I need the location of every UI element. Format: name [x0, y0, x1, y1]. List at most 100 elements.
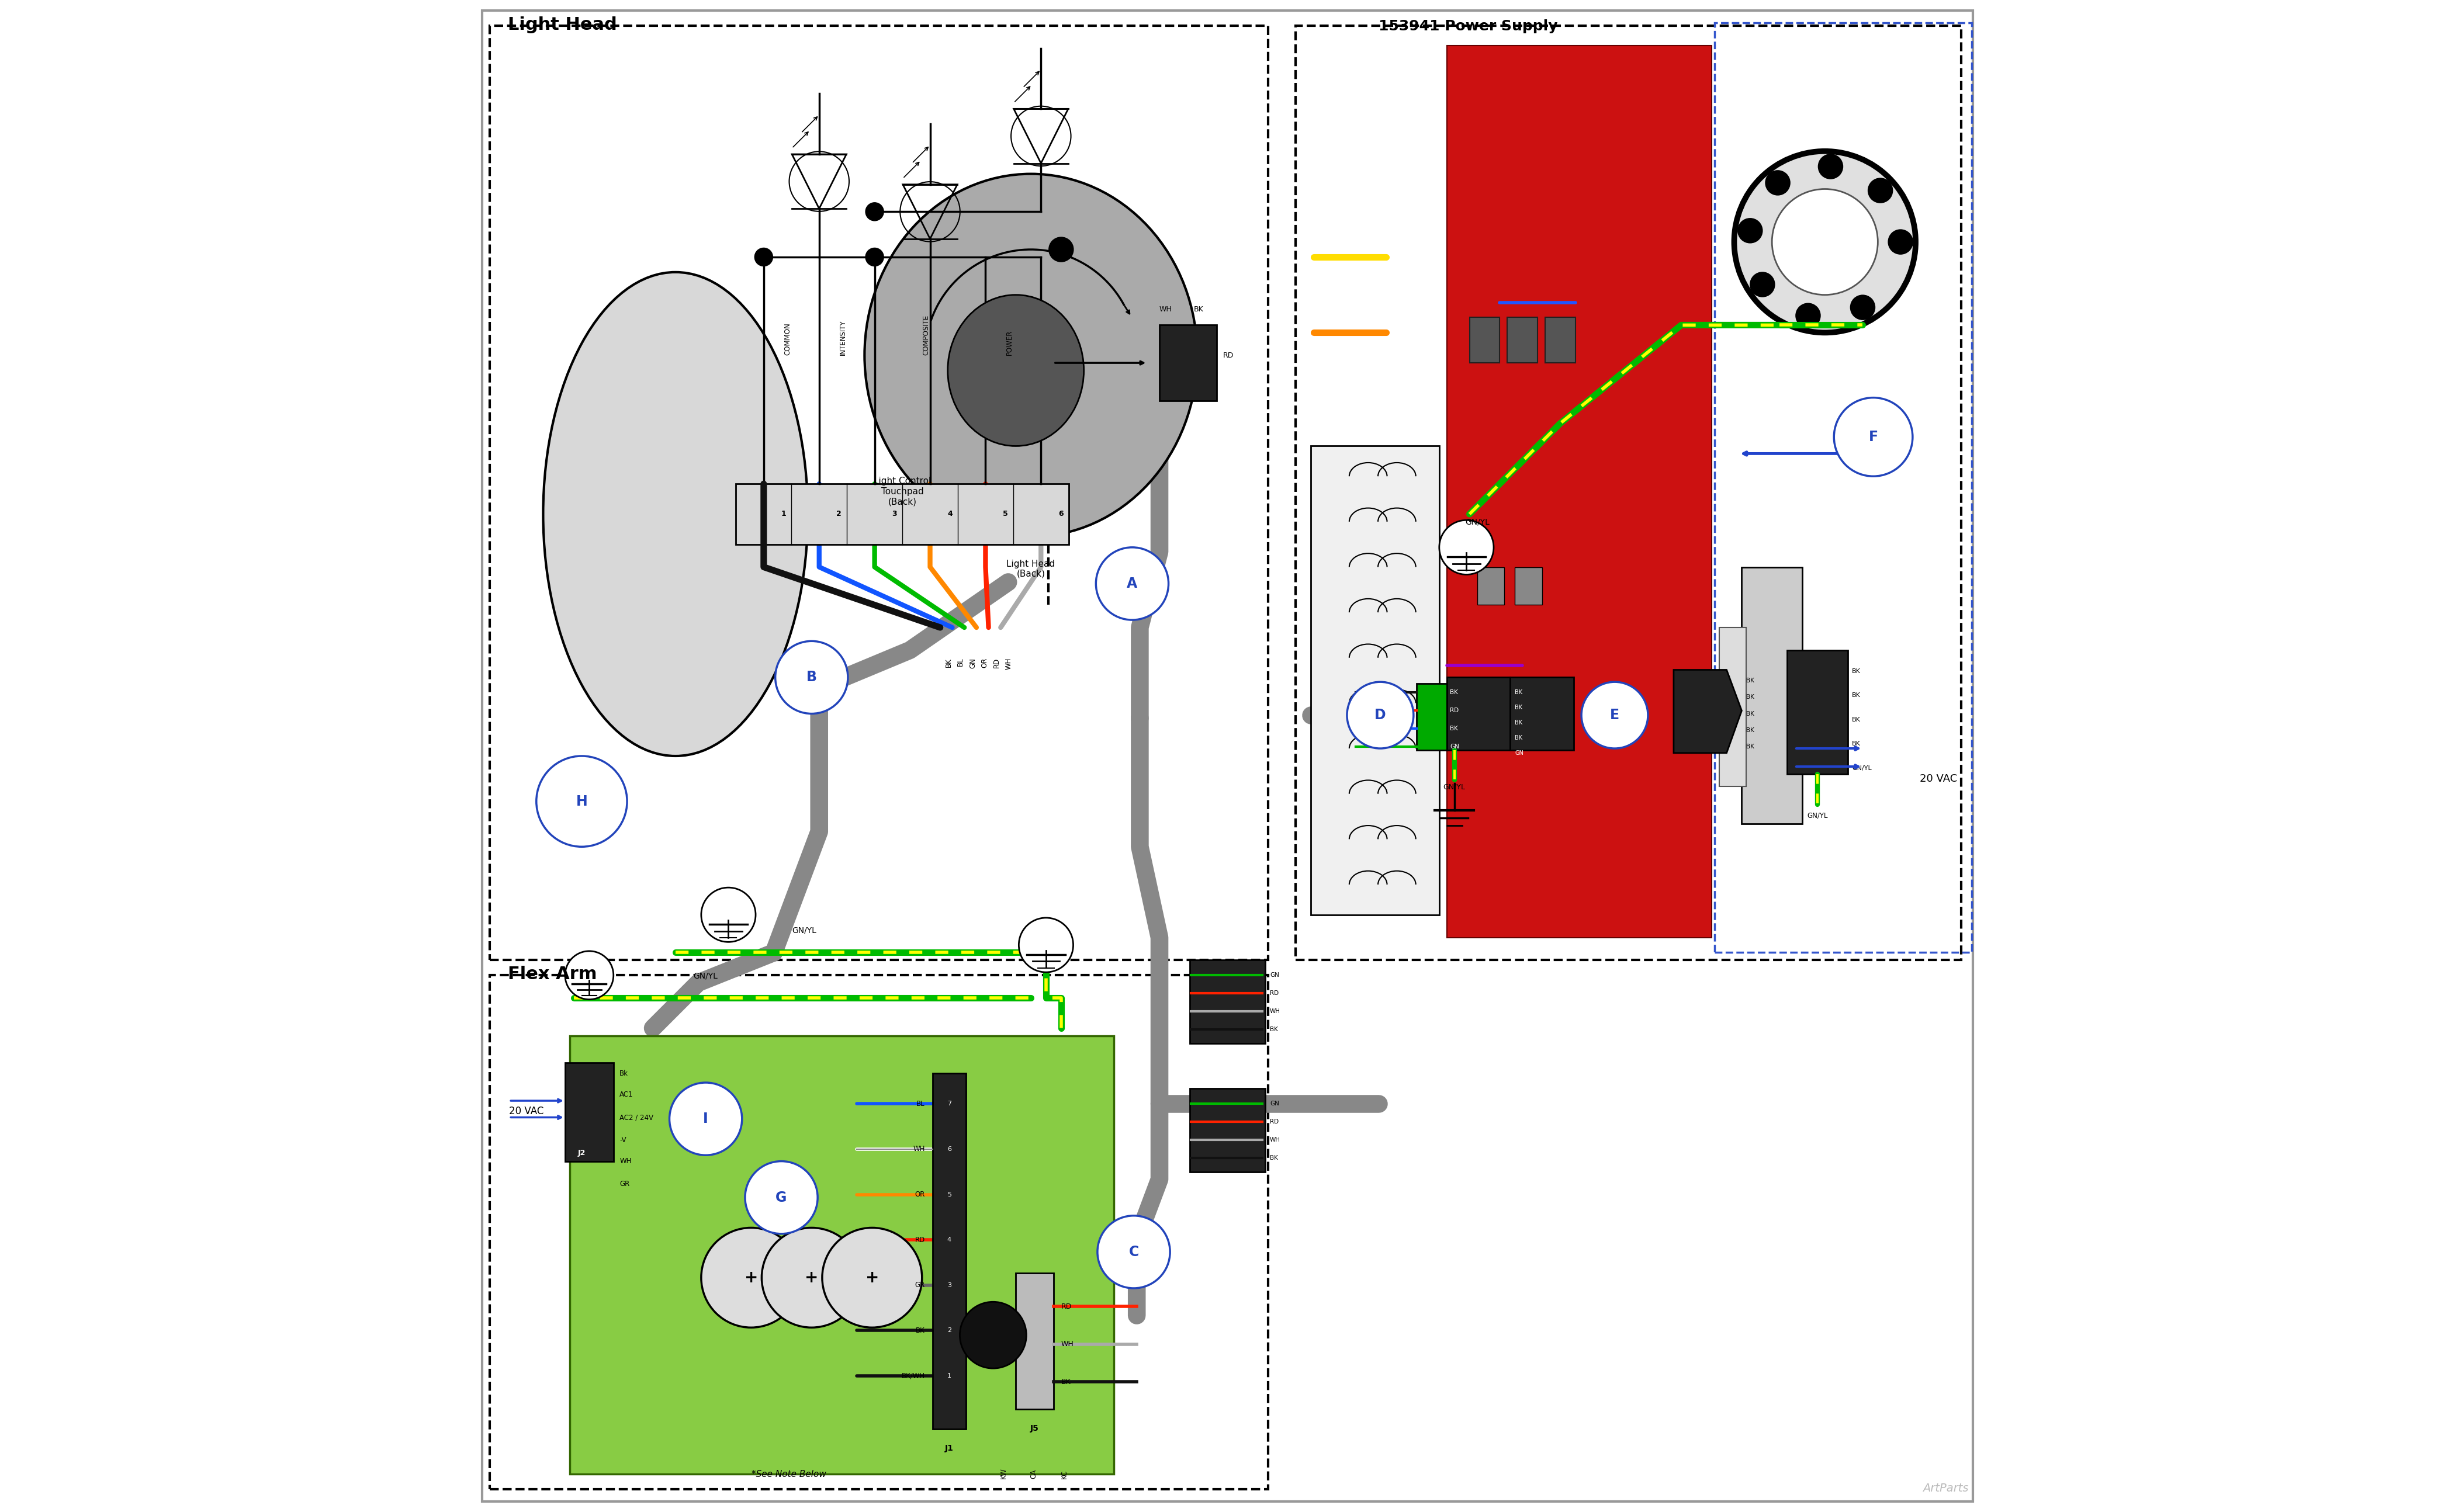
Text: I: I	[702, 1111, 709, 1126]
Circle shape	[1834, 398, 1912, 476]
Bar	[1741, 567, 1802, 824]
Bar	[1471, 318, 1500, 363]
Text: 1: 1	[948, 1373, 950, 1379]
Text: BK: BK	[1451, 689, 1458, 696]
Text: GR: GR	[619, 1179, 628, 1188]
Circle shape	[776, 641, 847, 714]
Text: AC1: AC1	[619, 1090, 633, 1099]
Text: GR: GR	[916, 1281, 926, 1290]
Circle shape	[702, 1228, 800, 1328]
Text: Light Head: Light Head	[508, 17, 616, 33]
Bar	[570, 1036, 1115, 1474]
Text: Flex Arm: Flex Arm	[508, 966, 597, 983]
Text: J2: J2	[577, 1149, 587, 1157]
Text: GN/YL: GN/YL	[1444, 783, 1466, 791]
Text: 5: 5	[1002, 510, 1009, 519]
Circle shape	[1750, 272, 1775, 296]
Text: WH: WH	[1269, 1137, 1282, 1143]
Bar	[1718, 627, 1746, 786]
Text: 1: 1	[781, 510, 786, 519]
Text: G: G	[776, 1190, 788, 1205]
Text: J5: J5	[1031, 1424, 1038, 1432]
Ellipse shape	[864, 174, 1198, 537]
Circle shape	[960, 1302, 1026, 1368]
Text: BK: BK	[1746, 711, 1755, 717]
Text: +: +	[744, 1270, 759, 1285]
Text: +: +	[864, 1270, 879, 1285]
Text: GN/YL: GN/YL	[1466, 519, 1490, 526]
Bar	[1446, 677, 1510, 750]
Circle shape	[535, 756, 626, 847]
Bar	[1296, 26, 1962, 960]
Text: BK: BK	[1451, 726, 1458, 732]
Text: BK/WH: BK/WH	[901, 1371, 926, 1380]
Circle shape	[565, 951, 614, 999]
Text: WH: WH	[619, 1157, 631, 1166]
Ellipse shape	[948, 295, 1083, 446]
Circle shape	[867, 203, 884, 221]
Text: RD: RD	[916, 1235, 926, 1244]
Text: GN/YL: GN/YL	[1851, 765, 1871, 771]
Text: BK: BK	[1269, 1155, 1279, 1161]
Text: GN: GN	[1451, 744, 1458, 750]
Bar	[1016, 1273, 1053, 1409]
Text: F: F	[1868, 429, 1878, 445]
Circle shape	[754, 248, 773, 266]
Text: 3: 3	[948, 1282, 950, 1288]
Bar	[1311, 446, 1439, 915]
Text: BK: BK	[916, 1326, 926, 1335]
Text: 2: 2	[948, 1328, 950, 1334]
Circle shape	[744, 1161, 818, 1234]
Polygon shape	[1417, 683, 1446, 750]
Text: POWER: POWER	[1007, 330, 1014, 355]
Text: BK: BK	[1851, 692, 1861, 699]
Text: BK: BK	[1515, 705, 1522, 711]
Bar	[736, 484, 1068, 544]
Bar	[1787, 650, 1849, 774]
Text: ArtParts: ArtParts	[1922, 1483, 1969, 1494]
Text: E: E	[1610, 708, 1620, 723]
Ellipse shape	[543, 272, 808, 756]
Circle shape	[1733, 151, 1915, 333]
Text: 6: 6	[948, 1146, 950, 1152]
Circle shape	[1439, 520, 1493, 575]
Text: Bk: Bk	[619, 1069, 628, 1078]
Text: GN/YL: GN/YL	[692, 972, 717, 980]
Circle shape	[761, 1228, 862, 1328]
Text: GN: GN	[1269, 972, 1279, 978]
Circle shape	[1738, 219, 1763, 243]
Text: GN: GN	[970, 658, 977, 668]
Circle shape	[867, 248, 884, 266]
Text: 4: 4	[948, 510, 953, 519]
Text: INTENSITY: INTENSITY	[840, 321, 847, 355]
Text: BK: BK	[1515, 689, 1522, 696]
Text: COMMON: COMMON	[783, 322, 791, 355]
Text: RD: RD	[1451, 708, 1458, 714]
Text: BK: BK	[1515, 720, 1522, 726]
Bar	[489, 975, 1269, 1489]
Text: A: A	[1127, 576, 1137, 591]
Text: BL: BL	[916, 1099, 926, 1108]
Text: 153941 Power Supply: 153941 Power Supply	[1380, 20, 1559, 33]
Text: RD: RD	[994, 658, 1002, 668]
Text: *See Note Below: *See Note Below	[751, 1470, 827, 1479]
Circle shape	[670, 1083, 741, 1155]
Text: RD: RD	[1061, 1302, 1073, 1311]
Text: CA: CA	[1031, 1470, 1038, 1479]
Text: C: C	[1129, 1244, 1139, 1259]
Bar	[1507, 318, 1537, 363]
Text: WH: WH	[913, 1145, 926, 1154]
Circle shape	[1048, 237, 1073, 262]
Text: AC2 / 24V: AC2 / 24V	[619, 1113, 653, 1122]
Text: GN: GN	[1269, 1101, 1279, 1107]
Circle shape	[1819, 154, 1844, 178]
Bar	[1515, 567, 1542, 605]
Text: GN/YL: GN/YL	[793, 927, 815, 934]
Text: BK: BK	[945, 658, 953, 667]
Text: GN: GN	[1515, 750, 1525, 756]
Text: -V: -V	[619, 1136, 626, 1145]
Bar	[489, 26, 1269, 960]
Bar	[933, 1074, 965, 1429]
Text: B: B	[805, 670, 818, 685]
Text: 20 VAC: 20 VAC	[1920, 774, 1957, 783]
